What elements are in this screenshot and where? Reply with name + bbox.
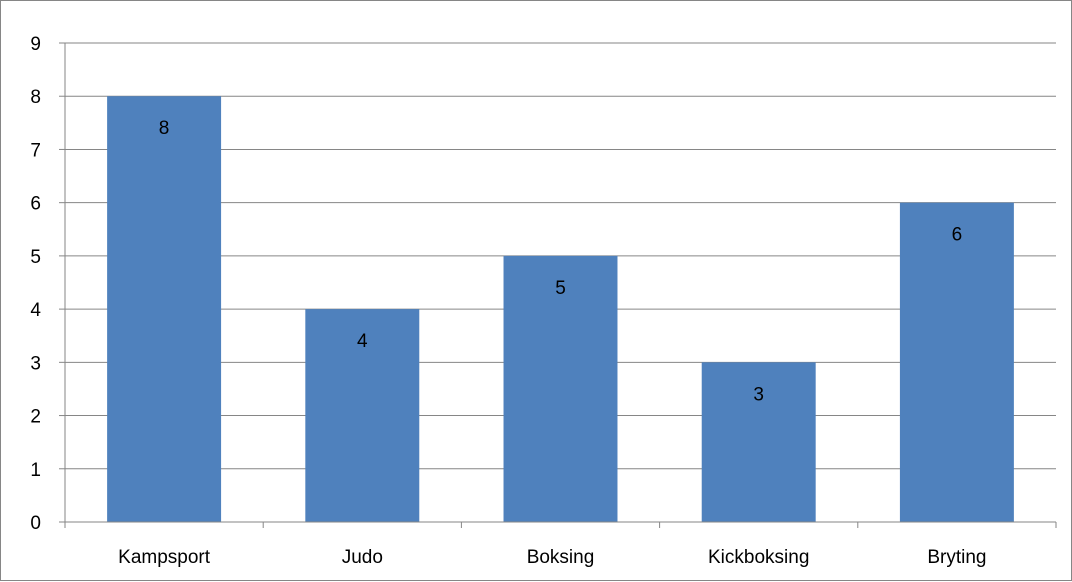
- y-tick-label: 8: [30, 87, 41, 108]
- data-label: 6: [952, 225, 963, 246]
- bar-judo: [305, 309, 420, 522]
- y-tick-label: 6: [30, 194, 41, 215]
- y-tick-label: 9: [30, 34, 41, 55]
- y-tick-label: 5: [30, 247, 41, 268]
- x-tick-label: Kickboksing: [708, 547, 809, 568]
- data-label: 8: [159, 118, 170, 139]
- data-label: 5: [555, 278, 566, 299]
- y-tick-label: 0: [30, 513, 41, 534]
- bar-boksing: [503, 255, 618, 522]
- y-tick-label: 4: [30, 300, 41, 321]
- x-tick-label: Boksing: [527, 547, 595, 568]
- data-label: 3: [753, 384, 764, 405]
- x-tick-label: Kampsport: [118, 547, 211, 568]
- y-tick-label: 3: [30, 353, 41, 374]
- y-tick-label: 7: [30, 140, 41, 161]
- bars: [107, 96, 1014, 522]
- bar-kickboksing: [701, 362, 816, 522]
- bar-bryting: [899, 202, 1014, 522]
- axes: [59, 42, 1057, 528]
- data-label: 4: [357, 331, 368, 352]
- x-tick-label: Judo: [342, 547, 383, 568]
- y-tick-label: 2: [30, 407, 41, 428]
- y-tick-label: 1: [30, 460, 41, 481]
- bar-kampsport: [107, 96, 222, 522]
- x-tick-label: Bryting: [927, 547, 986, 568]
- labels: 0 1 2 3 4 5 6 7 8 9 8 Kampsport 4 Judo 5 Boksing 3 Kickbo…: [30, 34, 986, 568]
